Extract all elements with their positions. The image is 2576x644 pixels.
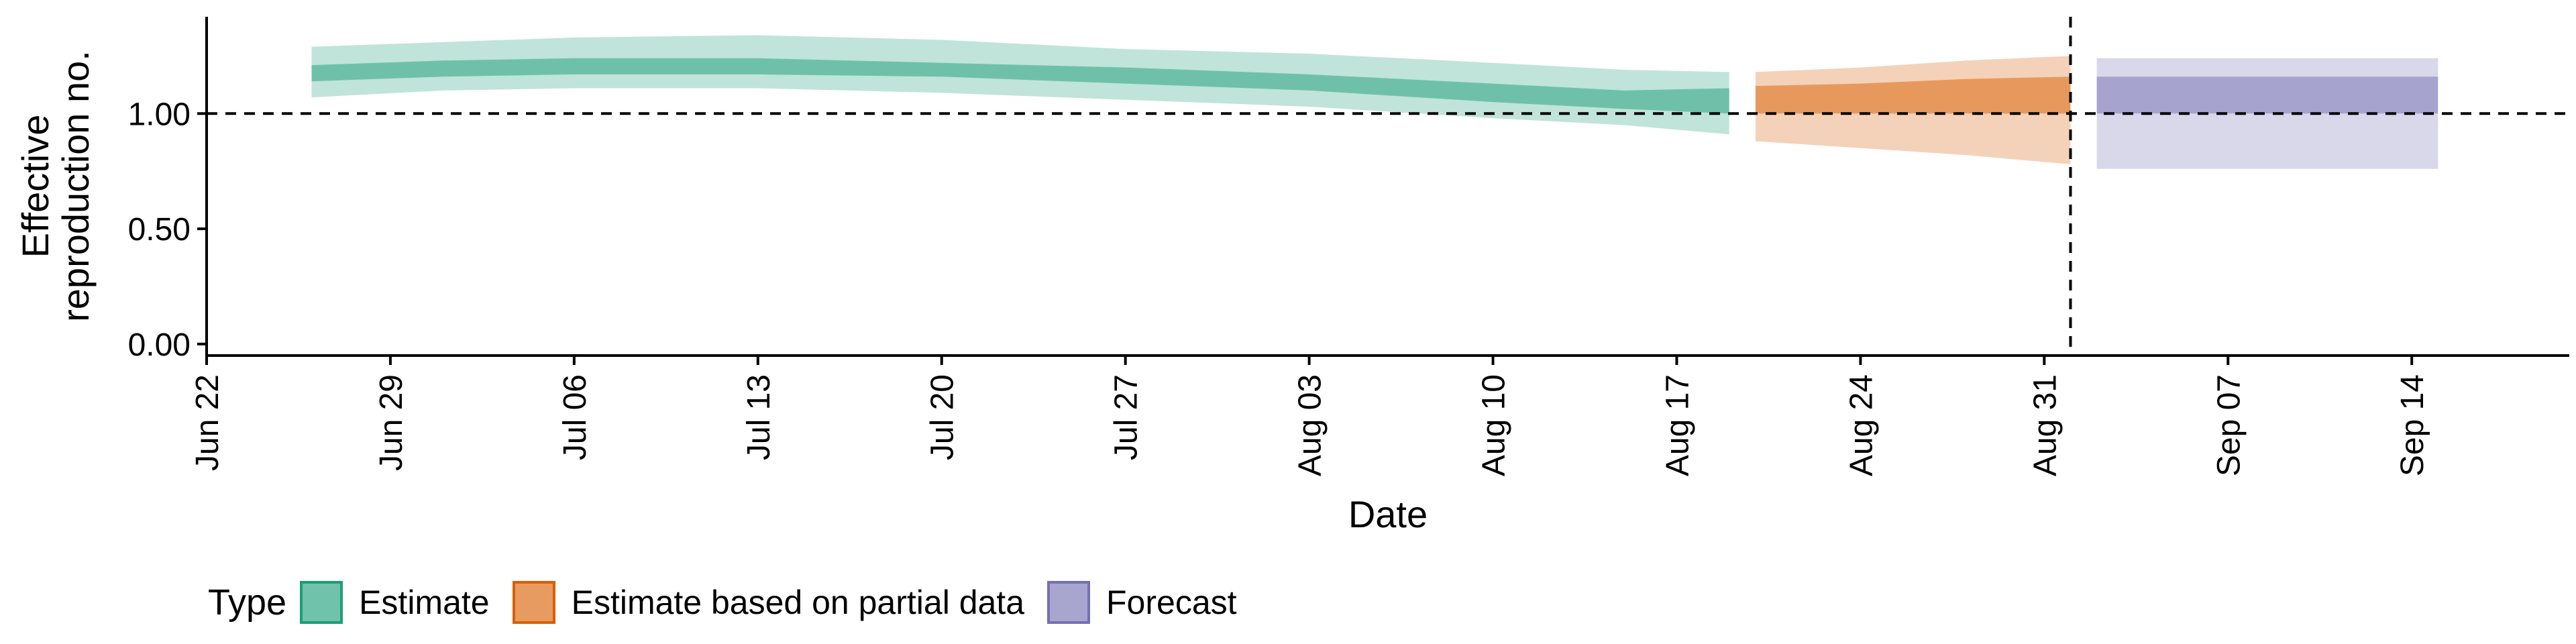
legend: Type Estimate Estimate based on partial … (208, 576, 1260, 629)
x-tick-label: Jun 29 (374, 374, 409, 471)
legend-key-partial-data (512, 581, 555, 624)
x-axis-label: Date (1348, 493, 1428, 535)
legend-key-estimate (300, 581, 343, 624)
x-tick-label: Sep 14 (2395, 374, 2430, 476)
x-tick-label: Aug 03 (1293, 374, 1328, 476)
x-tick-label: Jul 13 (741, 374, 777, 460)
x-tick-label: Aug 10 (1477, 374, 1512, 476)
x-tick-label: Aug 24 (1843, 374, 1879, 476)
x-axis-ticks: Jun 22 Jun 29 Jul 06 Jul 13 Jul 20 Jul 27 Aug … (190, 356, 2430, 476)
uncertainty-bands (311, 35, 2438, 169)
y-axis-label-line-1: Effective (14, 115, 56, 258)
x-tick-label: Aug 17 (1660, 374, 1695, 476)
x-tick-label: Jul 06 (557, 374, 593, 460)
band-90-estimate (311, 35, 1729, 135)
x-tick-label: Aug 31 (2027, 374, 2063, 476)
legend-key-forecast (1047, 581, 1091, 624)
legend-label-estimate: Estimate (359, 584, 490, 621)
legend-label-partial-data: Estimate based on partial data (571, 584, 1025, 621)
x-tick-label: Sep 07 (2211, 374, 2247, 476)
band-50-estimate (311, 58, 1729, 114)
y-tick-label: 0.50 (128, 212, 191, 248)
band-50-estimate-based-on-partial-data (1755, 76, 2071, 114)
y-axis-label-line-2: reproduction no. (54, 50, 97, 322)
y-axis-ticks: 0.00 0.50 1.00 (128, 97, 207, 363)
y-tick-label: 1.00 (128, 97, 191, 132)
band-50-forecast (2096, 76, 2438, 114)
legend-title: Type (208, 582, 287, 623)
y-tick-label: 0.00 (128, 327, 191, 363)
x-tick-label: Jun 22 (190, 374, 225, 471)
x-tick-label: Jul 27 (1109, 374, 1144, 460)
x-tick-label: Jul 20 (925, 374, 961, 460)
legend-label-forecast: Forecast (1106, 584, 1237, 621)
